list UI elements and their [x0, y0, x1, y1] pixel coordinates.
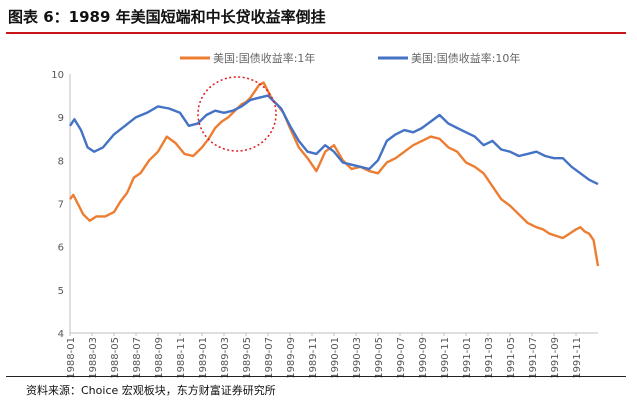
highlight-circle [197, 76, 277, 152]
x-tick-label: 1988-03 [88, 337, 99, 379]
x-tick-label: 1991-03 [484, 337, 495, 379]
axes: 4 5 6 7 8 9 10 1988-01 1988-03 1988-05 1988-07 1988… [51, 70, 598, 379]
x-tick-label: 1988-05 [110, 337, 121, 379]
y-tick-label: 7 [58, 200, 64, 211]
x-tick-label: 1990-07 [396, 337, 407, 379]
x-tick-label: 1989-05 [242, 337, 253, 379]
footer-rule [6, 376, 626, 377]
y-tick-label: 4 [58, 329, 64, 340]
x-tick-label: 1989-09 [286, 337, 297, 379]
y-tick-label: 5 [58, 286, 64, 297]
x-tick-label: 1988-07 [132, 337, 143, 379]
x-tick-label: 1988-01 [66, 337, 77, 379]
x-tick-label: 1991-09 [550, 337, 561, 379]
y-tick-label: 9 [58, 113, 64, 124]
legend-label-1y: 美国:国债收益率:1年 [213, 51, 315, 65]
series-line-1y [69, 81, 600, 267]
x-tick-label: 1990-05 [374, 337, 385, 379]
chart-title: 图表 6：1989 年美国短端和中长贷收益率倒挂 [8, 8, 326, 26]
plot-lines [69, 81, 600, 267]
series-line-10y [69, 94, 599, 186]
title-rule [6, 32, 626, 34]
y-tick-label: 8 [58, 156, 64, 167]
legend: 美国:国债收益率:1年 美国:国债收益率:10年 [180, 51, 520, 65]
y-tick-label: 6 [58, 243, 64, 254]
x-tick-label: 1991-07 [528, 337, 539, 379]
x-tick-label: 1989-07 [264, 337, 275, 379]
x-tick-label: 1988-11 [176, 337, 187, 379]
x-tick-label: 1991-05 [506, 337, 517, 379]
x-tick-label: 1990-01 [330, 337, 341, 379]
source-note: 资料来源：Choice 宏观板块，东方财富证券研究所 [26, 384, 276, 397]
x-tick-label: 1989-03 [220, 337, 231, 379]
x-tick-label: 1991-11 [572, 337, 583, 379]
x-tick-label: 1989-11 [308, 337, 319, 379]
x-tick-label: 1991-01 [462, 337, 473, 379]
x-tick-label: 1990-09 [418, 337, 429, 379]
x-tick-label: 1988-09 [154, 337, 165, 379]
x-tick-label: 1989-01 [198, 337, 209, 379]
y-tick-label: 10 [51, 70, 64, 81]
x-tick-label: 1990-03 [352, 337, 363, 379]
legend-label-10y: 美国:国债收益率:10年 [411, 51, 520, 65]
x-tick-label: 1990-11 [440, 337, 451, 379]
